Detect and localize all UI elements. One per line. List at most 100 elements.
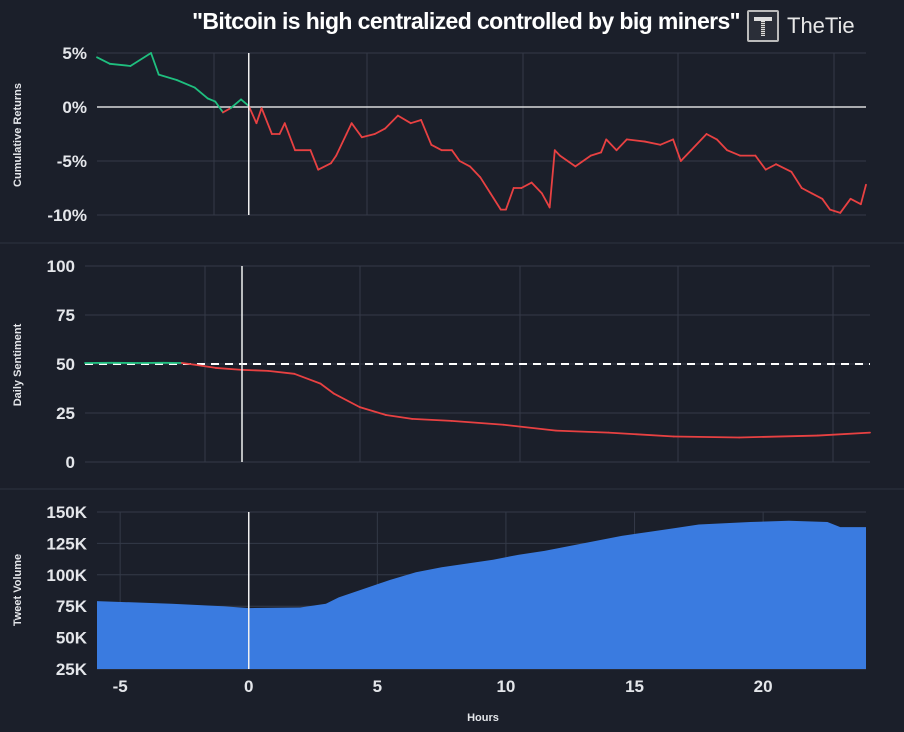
y-tick-label: 50K [56, 629, 88, 648]
series-segment [278, 122, 286, 135]
series-segment [849, 197, 862, 206]
x-tick-label: 5 [373, 677, 382, 696]
series-segment [672, 138, 682, 162]
series-segment [319, 382, 335, 395]
series-segment [350, 122, 363, 139]
series-segment [659, 138, 675, 146]
series-segment [451, 149, 461, 162]
series-segment [726, 149, 741, 157]
series-segment [520, 181, 533, 189]
thetie-logo-icon [747, 10, 779, 42]
chart-title: "Bitcoin is high centralized controlled … [192, 8, 740, 34]
series-segment [411, 417, 453, 422]
series-segment [193, 86, 209, 100]
y-tick-label: -5% [57, 152, 87, 171]
series-segment [96, 56, 111, 65]
series-segment [738, 434, 819, 439]
y-tick-label: 75 [56, 306, 75, 325]
series-segment [625, 138, 646, 143]
series-segment [188, 363, 217, 369]
series-segment [293, 372, 322, 385]
series-segment [859, 183, 867, 206]
series-segment [589, 151, 602, 157]
series-segment [214, 367, 243, 371]
series-segment [821, 197, 831, 211]
series-segment [607, 431, 675, 438]
series-segment [283, 122, 296, 152]
series-segment [479, 176, 492, 195]
series-segment [229, 98, 242, 109]
series-segment [361, 133, 376, 139]
series-segment [247, 105, 258, 125]
series-segment [385, 414, 413, 420]
series-segment [754, 154, 767, 171]
y-tick-label: 100K [46, 566, 87, 585]
y-tick-label: 125K [46, 534, 87, 553]
series-segment [335, 133, 348, 157]
y-tick-label: 25 [56, 404, 75, 423]
series-segment [530, 181, 543, 195]
series-segment [332, 392, 361, 409]
series-segment [240, 98, 250, 107]
series-segment [790, 170, 803, 189]
x-tick-label: 0 [244, 677, 253, 696]
series-segment [175, 79, 196, 89]
x-tick-label: 15 [625, 677, 644, 696]
series-segment [502, 423, 557, 432]
logo-text: TheTie [787, 13, 855, 38]
series-segment [260, 107, 273, 135]
series-segment [643, 140, 662, 146]
series-segment [420, 119, 433, 146]
series-segment [469, 165, 482, 179]
series-segment [690, 133, 708, 152]
y-axis-title: Tweet Volume [12, 554, 24, 626]
y-axis-title: Cumulative Returns [12, 83, 24, 187]
series-segment [605, 138, 618, 152]
series-segment [705, 133, 718, 141]
series-segment [206, 97, 217, 103]
series-segment [715, 138, 729, 152]
tweet-volume-area [97, 520, 866, 669]
series-segment [108, 62, 132, 67]
x-tick-label: 20 [754, 677, 773, 696]
series-segment [373, 127, 386, 135]
series-segment [384, 114, 399, 130]
series-segment [600, 138, 608, 154]
y-tick-label: 75K [56, 597, 88, 616]
series-segment [214, 100, 224, 114]
series-segment [309, 149, 320, 171]
series-segment [222, 107, 232, 114]
series-segment [458, 160, 471, 168]
y-tick-label: 100 [47, 257, 75, 276]
y-tick-label: 0 [66, 453, 75, 472]
x-tick-label: 10 [496, 677, 515, 696]
series-segment [397, 114, 412, 125]
y-tick-label: -10% [47, 206, 87, 225]
y-tick-label: 50 [56, 355, 75, 374]
series-segment [679, 149, 693, 162]
series-segment [548, 149, 556, 209]
series-segment [800, 187, 813, 195]
series-segment [672, 435, 741, 439]
series-segment [811, 192, 824, 200]
series-segment [150, 52, 160, 76]
series-segment [409, 119, 422, 125]
series-segment [129, 52, 152, 67]
series-segment [241, 368, 270, 372]
series-segment [839, 197, 852, 214]
series-segment [541, 192, 551, 209]
series-segment [574, 154, 592, 168]
x-tick-label: -5 [113, 677, 128, 696]
series-segment [267, 369, 296, 375]
y-axis-title: Daily Sentiment [12, 323, 24, 406]
series-segment [430, 143, 443, 152]
series-segment [157, 73, 178, 81]
y-tick-label: 150K [46, 503, 87, 522]
series-segment [615, 138, 628, 152]
series-segment [555, 429, 610, 434]
series-segment [816, 431, 871, 437]
series-segment [450, 419, 505, 426]
series-segment [330, 154, 338, 165]
series-segment [358, 406, 387, 416]
